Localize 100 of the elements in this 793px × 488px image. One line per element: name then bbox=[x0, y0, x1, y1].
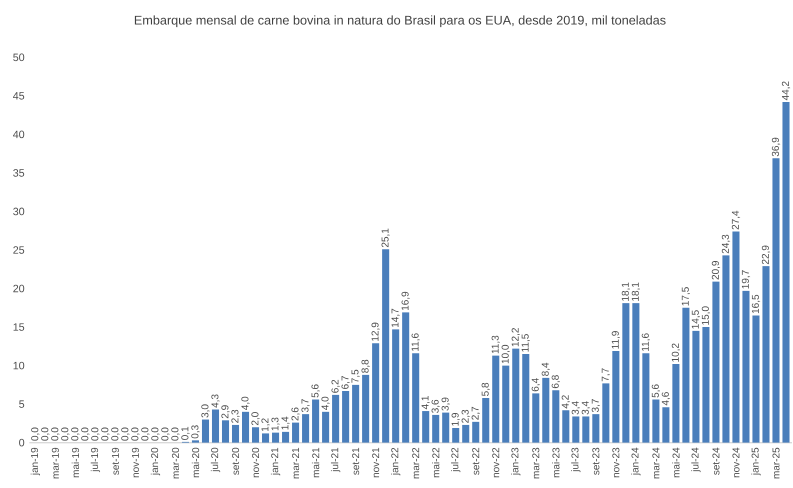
bar bbox=[382, 249, 390, 443]
bar bbox=[282, 432, 290, 443]
x-tick-label: mar-24 bbox=[652, 448, 660, 478]
data-label: 2,9 bbox=[221, 405, 230, 418]
data-label: 0,0 bbox=[31, 428, 40, 441]
data-label: 25,1 bbox=[382, 228, 390, 248]
x-tick-label: jan-25 bbox=[751, 448, 761, 476]
bar bbox=[312, 400, 320, 443]
bar bbox=[632, 303, 640, 443]
bar bbox=[542, 378, 550, 443]
data-label: 16,9 bbox=[402, 292, 410, 310]
x-tick-label: mai-22 bbox=[432, 448, 440, 478]
bar bbox=[352, 384, 360, 443]
data-label: 12,9 bbox=[372, 322, 380, 341]
data-label: 18,1 bbox=[622, 282, 630, 301]
x-tick-label: set-22 bbox=[472, 448, 480, 475]
data-label: 27,4 bbox=[732, 210, 740, 230]
data-label: 11,6 bbox=[412, 333, 420, 351]
bar bbox=[582, 416, 590, 443]
bar bbox=[612, 350, 620, 443]
bar bbox=[432, 414, 440, 443]
x-tick-label: jan-23 bbox=[511, 448, 520, 476]
data-label: 3,0 bbox=[201, 404, 210, 418]
data-label: 18,1 bbox=[632, 282, 640, 301]
data-label: 4,3 bbox=[211, 394, 220, 408]
x-tick-label: nov-22 bbox=[492, 448, 500, 478]
bar bbox=[302, 414, 310, 443]
bar bbox=[272, 432, 280, 443]
data-label: 3,9 bbox=[442, 398, 450, 411]
bar bbox=[202, 420, 210, 443]
x-tick-label: set-21 bbox=[352, 448, 360, 475]
y-tick-label: 15 bbox=[14, 323, 24, 331]
bar bbox=[222, 420, 230, 443]
bar bbox=[732, 231, 740, 443]
data-label: 0,0 bbox=[91, 428, 100, 441]
data-label: 4,0 bbox=[241, 396, 250, 410]
bar bbox=[242, 412, 250, 443]
data-label: 2,3 bbox=[231, 410, 240, 423]
bar bbox=[602, 383, 610, 443]
x-tick-label: set-24 bbox=[712, 448, 720, 475]
bar bbox=[332, 394, 340, 443]
data-label: 0,0 bbox=[101, 428, 110, 441]
data-label: 3,4 bbox=[572, 401, 580, 414]
bar bbox=[212, 410, 220, 443]
data-label: 5,8 bbox=[482, 382, 490, 396]
bar bbox=[692, 330, 700, 443]
y-tick-label: 10 bbox=[14, 362, 24, 370]
bar bbox=[502, 366, 510, 443]
x-tick-label: mar-25 bbox=[772, 448, 780, 478]
x-tick-label: jan-22 bbox=[391, 448, 400, 476]
data-label: 2,7 bbox=[472, 406, 480, 420]
data-label: 0,0 bbox=[41, 428, 50, 441]
bar bbox=[472, 422, 480, 443]
data-label: 8,4 bbox=[542, 362, 550, 376]
data-label: 7,7 bbox=[602, 368, 610, 382]
data-label: 10,0 bbox=[502, 344, 510, 364]
data-label: 0,0 bbox=[61, 428, 70, 441]
data-label: 4,6 bbox=[662, 392, 670, 406]
bar bbox=[572, 416, 580, 443]
bar bbox=[492, 356, 500, 443]
data-label: 1,9 bbox=[452, 412, 460, 426]
data-label: 14,5 bbox=[692, 310, 700, 329]
bar bbox=[362, 374, 370, 443]
data-label: 1,2 bbox=[261, 418, 270, 432]
x-tick-label: jan-21 bbox=[270, 448, 280, 476]
bar bbox=[292, 422, 300, 443]
data-label: 0,3 bbox=[191, 425, 200, 438]
data-label: 10,2 bbox=[672, 343, 680, 362]
bar bbox=[232, 424, 240, 443]
data-label: 0,1 bbox=[181, 426, 190, 440]
data-label: 11,9 bbox=[612, 331, 620, 349]
x-tick-label: jul-22 bbox=[451, 448, 460, 472]
bar bbox=[372, 343, 380, 443]
data-label: 6,2 bbox=[331, 380, 340, 393]
bar bbox=[712, 282, 720, 443]
bar bbox=[662, 407, 670, 443]
bar bbox=[672, 364, 680, 443]
bar bbox=[422, 411, 430, 443]
bar bbox=[702, 327, 710, 443]
bar bbox=[682, 308, 690, 443]
bar bbox=[262, 433, 270, 443]
data-label: 1,4 bbox=[281, 416, 290, 430]
data-label: 2,3 bbox=[462, 410, 470, 423]
y-tick-label: 40 bbox=[13, 130, 24, 138]
x-tick-label: nov-23 bbox=[612, 448, 620, 478]
bar bbox=[742, 290, 750, 443]
data-label: 22,9 bbox=[762, 246, 770, 264]
y-tick-label: 25 bbox=[13, 246, 24, 254]
y-tick-label: 50 bbox=[13, 54, 24, 62]
y-tick-label: 5 bbox=[19, 400, 24, 408]
bar bbox=[342, 391, 350, 443]
bar bbox=[322, 412, 330, 443]
data-label: 0,0 bbox=[81, 428, 90, 441]
bar bbox=[402, 312, 410, 443]
data-label: 2,6 bbox=[291, 408, 300, 421]
x-tick-label: set-23 bbox=[592, 448, 600, 475]
data-label: 19,7 bbox=[742, 270, 750, 288]
data-label: 4,1 bbox=[422, 396, 430, 410]
data-label: 14,7 bbox=[392, 308, 400, 328]
bar bbox=[442, 412, 450, 443]
